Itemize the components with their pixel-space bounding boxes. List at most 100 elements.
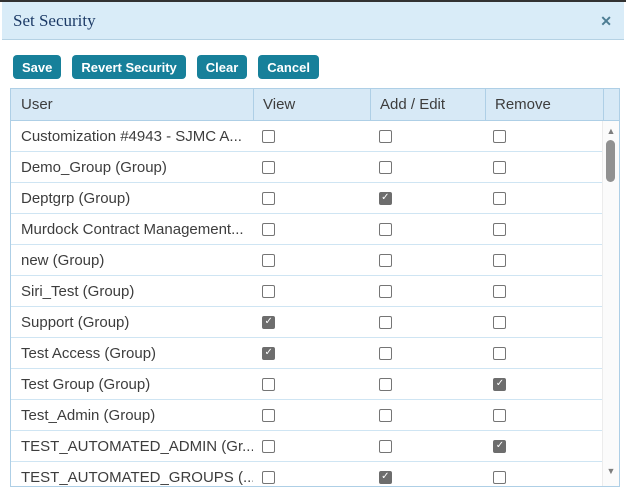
table-row: Support (Group) ✓ (11, 307, 602, 338)
view-checkbox[interactable] (262, 377, 276, 391)
remove-checkbox[interactable]: ✓ (493, 439, 507, 453)
add-edit-checkbox[interactable] (378, 346, 392, 360)
remove-checkbox-cell: ✓ (484, 439, 602, 453)
scroll-up-icon[interactable]: ▲ (606, 126, 616, 136)
user-name-cell: Test Access (Group) (21, 344, 157, 362)
user-name-cell: Test Group (Group) (21, 375, 151, 393)
table-row: Test_Admin (Group) (11, 400, 602, 431)
remove-checkbox[interactable] (493, 253, 507, 267)
column-header-view: View (254, 89, 371, 120)
add-edit-checkbox[interactable]: ✓ (378, 191, 392, 205)
table-row: Customization #4943 - SJMC A... (11, 121, 602, 152)
view-checkbox[interactable] (262, 129, 276, 143)
remove-checkbox[interactable] (493, 129, 507, 143)
remove-checkbox[interactable] (493, 346, 507, 360)
table-row: Murdock Contract Management... (11, 214, 602, 245)
remove-checkbox[interactable]: ✓ (493, 377, 507, 391)
user-name-cell: Test_Admin (Group) (21, 406, 156, 424)
view-checkbox-cell (253, 377, 370, 391)
revert-security-button[interactable]: Revert Security (72, 55, 186, 79)
view-checkbox[interactable] (262, 439, 276, 453)
remove-checkbox-cell: ✓ (484, 377, 602, 391)
remove-checkbox[interactable] (493, 470, 507, 484)
remove-checkbox-cell (484, 160, 602, 174)
add-edit-checkbox[interactable] (378, 253, 392, 267)
user-name-cell: Deptgrp (Group) (21, 189, 131, 207)
add-edit-checkbox[interactable] (378, 439, 392, 453)
vertical-scrollbar[interactable]: ▲ ▼ (602, 121, 619, 486)
add-edit-checkbox-cell (370, 253, 485, 267)
table-header-row: User View Add / Edit Remove (11, 89, 619, 121)
view-checkbox[interactable]: ✓ (262, 315, 276, 329)
view-checkbox[interactable] (262, 253, 276, 267)
add-edit-checkbox[interactable] (378, 160, 392, 174)
user-name-cell: Support (Group) (21, 313, 130, 331)
add-edit-checkbox[interactable] (378, 129, 392, 143)
column-header-add-edit: Add / Edit (371, 89, 486, 120)
table-row: Demo_Group (Group) (11, 152, 602, 183)
add-edit-checkbox[interactable] (378, 284, 392, 298)
dialog-title: Set Security (13, 10, 96, 30)
column-header-remove: Remove (486, 89, 604, 120)
add-edit-checkbox[interactable]: ✓ (378, 470, 392, 484)
table-row: new (Group) (11, 245, 602, 276)
user-name-cell: TEST_AUTOMATED_GROUPS (... (21, 468, 254, 486)
add-edit-checkbox-cell (370, 346, 485, 360)
remove-checkbox-cell (484, 284, 602, 298)
view-checkbox-cell: ✓ (253, 315, 370, 329)
view-checkbox-cell (253, 129, 370, 143)
add-edit-checkbox-cell (370, 222, 485, 236)
remove-checkbox-cell (484, 253, 602, 267)
view-checkbox[interactable] (262, 191, 276, 205)
add-edit-checkbox[interactable] (378, 377, 392, 391)
remove-checkbox[interactable] (493, 408, 507, 422)
view-checkbox-cell (253, 284, 370, 298)
remove-checkbox[interactable] (493, 160, 507, 174)
add-edit-checkbox[interactable] (378, 408, 392, 422)
add-edit-checkbox-cell: ✓ (370, 470, 485, 484)
view-checkbox-cell (253, 253, 370, 267)
remove-checkbox-cell (484, 222, 602, 236)
view-checkbox-cell (253, 222, 370, 236)
remove-checkbox[interactable] (493, 222, 507, 236)
scrollbar-thumb[interactable] (606, 140, 615, 182)
remove-checkbox-cell (484, 191, 602, 205)
view-checkbox[interactable]: ✓ (262, 346, 276, 360)
user-name-cell: Demo_Group (Group) (21, 158, 167, 176)
view-checkbox-cell (253, 439, 370, 453)
remove-checkbox-cell (484, 346, 602, 360)
remove-checkbox-cell (484, 470, 602, 484)
add-edit-checkbox-cell (370, 439, 485, 453)
close-icon[interactable]: ✕ (600, 12, 612, 29)
remove-checkbox-cell (484, 315, 602, 329)
remove-checkbox[interactable] (493, 191, 507, 205)
view-checkbox[interactable] (262, 222, 276, 236)
cancel-button[interactable]: Cancel (258, 55, 319, 79)
view-checkbox[interactable] (262, 160, 276, 174)
scrollbar-header-stub (604, 89, 619, 120)
add-edit-checkbox-cell (370, 129, 485, 143)
user-name-cell: new (Group) (21, 251, 105, 269)
remove-checkbox[interactable] (493, 284, 507, 298)
security-table: User View Add / Edit Remove Customizatio… (10, 88, 620, 487)
scroll-down-icon[interactable]: ▼ (606, 466, 616, 476)
view-checkbox-cell (253, 191, 370, 205)
view-checkbox[interactable] (262, 470, 276, 484)
remove-checkbox[interactable] (493, 315, 507, 329)
toolbar: Save Revert Security Clear Cancel (13, 55, 319, 79)
add-edit-checkbox-cell (370, 377, 485, 391)
view-checkbox[interactable] (262, 284, 276, 298)
add-edit-checkbox[interactable] (378, 222, 392, 236)
table-row: Deptgrp (Group) ✓ (11, 183, 602, 214)
table-row: Siri_Test (Group) (11, 276, 602, 307)
view-checkbox-cell (253, 160, 370, 174)
add-edit-checkbox-cell (370, 284, 485, 298)
save-button[interactable]: Save (13, 55, 62, 79)
add-edit-checkbox[interactable] (378, 315, 392, 329)
view-checkbox-cell: ✓ (253, 346, 370, 360)
table-row: TEST_AUTOMATED_ADMIN (Gr... ✓ (11, 431, 602, 462)
view-checkbox[interactable] (262, 408, 276, 422)
clear-button[interactable]: Clear (196, 55, 248, 79)
remove-checkbox-cell (484, 408, 602, 422)
user-name-cell: Murdock Contract Management... (21, 220, 244, 238)
